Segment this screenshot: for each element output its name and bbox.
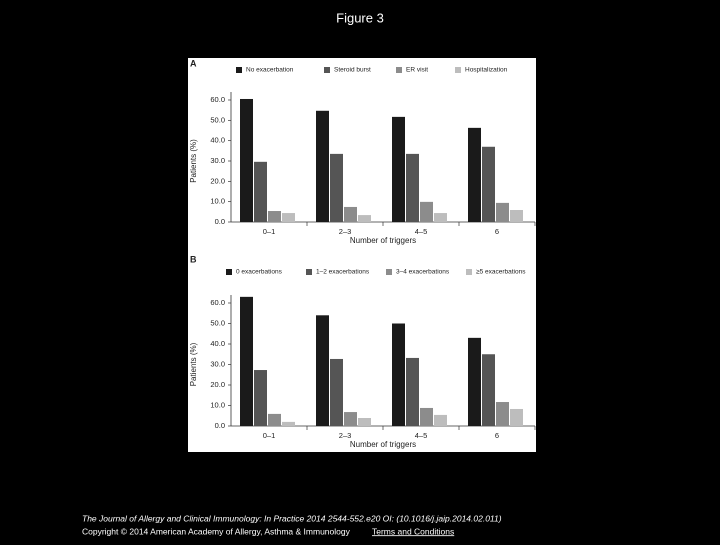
bar xyxy=(344,412,357,426)
y-tick-label: 60.0 xyxy=(210,95,225,104)
bar xyxy=(482,354,495,426)
bar xyxy=(420,407,433,426)
x-tick-label: 6 xyxy=(495,431,499,440)
bar xyxy=(254,161,267,222)
y-tick-label: 10.0 xyxy=(210,197,225,206)
y-tick-label: 40.0 xyxy=(210,339,225,348)
copyright: Copyright © 2014 American Academy of All… xyxy=(82,526,351,536)
x-tick-label: 2–3 xyxy=(339,431,352,440)
y-tick-label: 0.0 xyxy=(215,217,225,226)
bar xyxy=(406,357,419,426)
bar xyxy=(268,413,281,426)
terms-link[interactable]: Terms and Conditions xyxy=(372,526,454,536)
y-tick-label: 0.0 xyxy=(215,421,225,430)
legend-swatch xyxy=(396,67,402,73)
y-tick-label: 30.0 xyxy=(210,359,225,368)
bar xyxy=(482,146,495,222)
legend-label: 3–4 exacerbations xyxy=(396,269,450,276)
bar xyxy=(282,213,295,222)
bar xyxy=(330,358,343,426)
bar xyxy=(392,323,405,426)
panel-label: A xyxy=(190,58,197,68)
x-tick-label: 0–1 xyxy=(263,227,276,236)
legend-swatch xyxy=(306,269,312,275)
x-tick-label: 4–5 xyxy=(415,227,428,236)
panel-label: B xyxy=(190,254,197,264)
legend-label: ER visit xyxy=(406,67,428,74)
bar xyxy=(496,202,509,222)
bar xyxy=(434,213,447,222)
legend-swatch xyxy=(466,269,472,275)
legend-swatch xyxy=(226,269,232,275)
y-tick-label: 10.0 xyxy=(210,400,225,409)
bar xyxy=(468,127,481,222)
y-tick-label: 20.0 xyxy=(210,380,225,389)
x-tick-label: 4–5 xyxy=(415,431,428,440)
legend-label: Hospitalization xyxy=(465,67,508,74)
legend-swatch xyxy=(455,67,461,73)
bar xyxy=(268,211,281,222)
legend-label: 0 exacerbations xyxy=(236,269,283,276)
legend-swatch xyxy=(324,67,330,73)
bar xyxy=(282,421,295,426)
bar xyxy=(406,153,419,222)
citation: The Journal of Allergy and Clinical Immu… xyxy=(82,513,502,523)
bar xyxy=(240,98,253,222)
bar xyxy=(468,337,481,426)
x-axis-label: Number of triggers xyxy=(350,236,416,245)
bar xyxy=(316,315,329,426)
bar xyxy=(510,210,523,222)
bar xyxy=(358,215,371,222)
bar xyxy=(330,153,343,222)
y-tick-label: 40.0 xyxy=(210,136,225,145)
y-tick-label: 50.0 xyxy=(210,115,225,124)
bar xyxy=(358,418,371,426)
bar xyxy=(510,408,523,426)
x-tick-label: 2–3 xyxy=(339,227,352,236)
slide-title: Figure 3 xyxy=(336,10,384,25)
y-axis-label: Patients (%) xyxy=(189,139,198,183)
y-axis-label: Patients (%) xyxy=(189,342,198,386)
bar xyxy=(420,201,433,222)
bar xyxy=(316,110,329,222)
legend-label: No exacerbation xyxy=(246,67,294,74)
legend-label: Steroid burst xyxy=(334,67,371,74)
bar xyxy=(254,370,267,426)
bar xyxy=(434,414,447,426)
x-tick-label: 6 xyxy=(495,227,499,236)
legend-label: ≥5 exacerbations xyxy=(476,269,526,276)
bar xyxy=(392,116,405,222)
legend-swatch xyxy=(236,67,242,73)
bar xyxy=(240,296,253,426)
legend-swatch xyxy=(386,269,392,275)
bar xyxy=(344,206,357,222)
x-axis-label: Number of triggers xyxy=(350,440,416,449)
bar xyxy=(496,402,509,426)
y-tick-label: 30.0 xyxy=(210,156,225,165)
legend-label: 1–2 exacerbations xyxy=(316,269,370,276)
y-tick-label: 20.0 xyxy=(210,176,225,185)
y-tick-label: 60.0 xyxy=(210,298,225,307)
x-tick-label: 0–1 xyxy=(263,431,276,440)
y-tick-label: 50.0 xyxy=(210,318,225,327)
